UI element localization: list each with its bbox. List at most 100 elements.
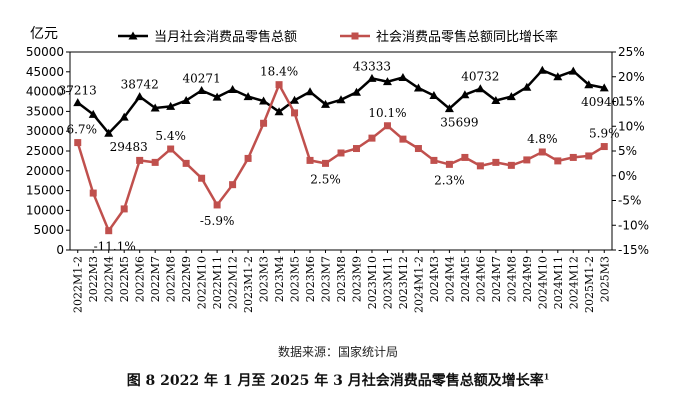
x-tick-label: 2023M3 [258, 256, 271, 302]
series-1-data-label: 40732 [461, 70, 499, 84]
x-tick-label: 2022M10 [196, 256, 209, 309]
x-tick-label: 2025M1-2 [583, 256, 596, 313]
x-tick-label: 2023M5 [289, 256, 302, 302]
x-tick-label: 2024M8 [505, 256, 518, 302]
legend-marker-1 [128, 31, 138, 40]
right-tick-label: -15% [618, 243, 649, 257]
right-tick-label: -5% [618, 194, 641, 208]
series-2-point [198, 174, 206, 182]
series-2-data-label: 5.9% [589, 127, 620, 141]
series-2-point [476, 162, 484, 170]
series-1-data-label: 40271 [183, 72, 221, 86]
series-2-point [538, 148, 546, 156]
series-2-point [291, 109, 299, 117]
legend-label-1: 当月社会消费品零售总额 [154, 29, 297, 45]
series-1-point [522, 82, 532, 91]
x-tick-label: 2023M4 [273, 256, 286, 302]
series-1-point [228, 84, 238, 93]
series-1-point [584, 80, 594, 89]
caption-text: 图 8 2022 年 1 月至 2025 年 3 月社会消费品零售总额及增长率 [126, 373, 544, 389]
series-1-point [444, 104, 454, 113]
series-2-point [322, 159, 330, 167]
x-tick-label: 2024M10 [536, 256, 549, 309]
x-tick-label: 2023M6 [304, 256, 317, 302]
series-1-point [367, 73, 377, 82]
left-tick-label: 0 [56, 243, 64, 257]
right-tick-label: 10% [618, 119, 645, 133]
series-2-point [492, 158, 500, 166]
left-tick-label: 15000 [26, 184, 64, 198]
left-tick-label: 35000 [26, 104, 64, 118]
line-chart: 0 5000 10000 15000 20000 25000 30000 35000 40000… [26, 26, 649, 313]
series-2-data-label: -5.9% [200, 214, 235, 228]
series-2-data-label: 5.4% [155, 129, 186, 143]
x-tick-label: 2023M10 [366, 256, 379, 309]
caption-footnote: 1 [543, 371, 550, 382]
series-1-point [290, 95, 300, 104]
x-tick-label: 2022M6 [134, 256, 147, 302]
series-1-point [429, 90, 439, 99]
series-2-point [414, 145, 422, 153]
series-2-point [213, 201, 221, 209]
legend-label-2: 社会消费品零售总额同比增长率 [376, 29, 558, 45]
series-2-point [507, 161, 515, 169]
left-axis-unit: 亿元 [30, 26, 58, 42]
right-tick-label: 0% [618, 169, 637, 183]
series-2-point [260, 119, 268, 127]
x-tick-label: 2022M9 [180, 256, 193, 302]
series-2-data-label: 4.8% [527, 132, 558, 146]
left-tick-label: 45000 [26, 65, 64, 79]
x-tick-label: 2023M7 [320, 256, 333, 302]
series-1-point [351, 87, 361, 96]
series-1-point [259, 96, 269, 105]
series-1-point [537, 65, 547, 74]
series-1-point [150, 103, 160, 112]
x-tick-label: 2024M11 [552, 256, 565, 309]
series-1-point [506, 92, 516, 101]
series-1-point [491, 95, 501, 104]
series-1-point [460, 90, 470, 99]
series-2-point [600, 143, 608, 151]
series-2-point [136, 156, 144, 164]
series-1-point [243, 92, 253, 101]
series-1-data-label: 29483 [110, 140, 148, 154]
series-1-data-label: 37213 [59, 84, 97, 98]
series-2-data-label: 2.3% [434, 173, 465, 187]
series-1-point [181, 96, 191, 105]
series-2-point [306, 156, 314, 164]
x-tick-label: 2024M6 [474, 256, 487, 302]
series-2-point [151, 158, 159, 166]
right-tick-label: -10% [618, 218, 649, 232]
series-1-point [382, 77, 392, 86]
series-2-data-label: 18.4% [260, 65, 298, 79]
series-2-point [554, 157, 562, 165]
series-1-point [475, 84, 485, 93]
x-tick-label: 2022M3 [87, 256, 100, 302]
left-tick-label: 5000 [33, 223, 64, 237]
left-tick-label: 20000 [26, 164, 64, 178]
figure-caption: 图 8 2022 年 1 月至 2025 年 3 月社会消费品零售总额及增长率1 [0, 370, 676, 390]
series-1-point [336, 95, 346, 104]
series-2-point [445, 160, 453, 168]
series-2-data-label: 6.7% [66, 123, 97, 137]
series-2-data-label: 10.1% [368, 106, 406, 120]
series-1-point [166, 101, 176, 110]
series-2-point [430, 156, 438, 164]
series-1-point [553, 72, 563, 81]
right-tick-label: 15% [618, 95, 645, 109]
x-tick-label: 2022M4 [103, 256, 116, 302]
series-1-point [274, 107, 284, 116]
series-1-point [413, 83, 423, 92]
series-2-point [167, 145, 175, 153]
series-1-data-label: 38742 [121, 78, 159, 92]
x-tick-label: 2024M5 [459, 256, 472, 302]
x-tick-label: 2024M4 [443, 256, 456, 302]
data-source: 数据来源：国家统计局 [277, 345, 398, 359]
left-tick-label: 40000 [26, 85, 64, 99]
series-1-point [73, 98, 83, 107]
x-tick-label: 2022M8 [165, 256, 178, 302]
x-tick-label: 2022M7 [149, 256, 162, 302]
x-tick-label: 2025M3 [598, 256, 611, 302]
series-2-point [368, 134, 376, 142]
series-2-point [182, 159, 190, 167]
